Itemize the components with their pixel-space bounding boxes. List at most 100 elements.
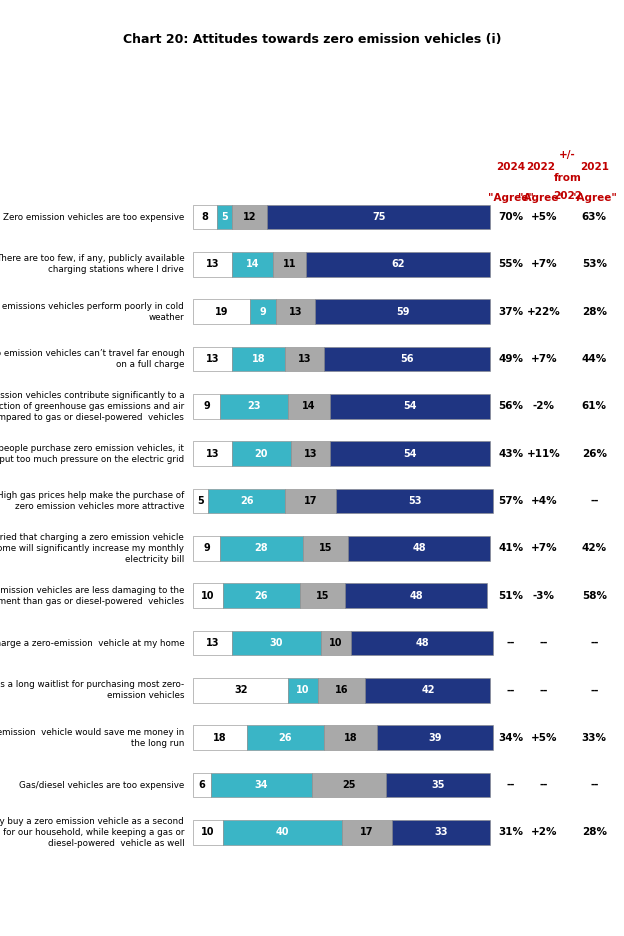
Text: 15: 15 — [316, 591, 329, 601]
Text: 25: 25 — [343, 780, 356, 790]
Bar — [193, 442, 232, 466]
Text: A zero-emission  vehicle would save me money in
the long run: A zero-emission vehicle would save me mo… — [0, 727, 184, 748]
Text: There is a long waitlist for purchasing most zero-
emission vehicles: There is a long waitlist for purchasing … — [0, 680, 184, 700]
Text: 28%: 28% — [582, 827, 607, 838]
Text: Zero emission vehicles are less damaging to the
environment than gas or diesel-p: Zero emission vehicles are less damaging… — [0, 586, 184, 606]
Text: 11: 11 — [283, 259, 296, 270]
Text: 49%: 49% — [499, 354, 524, 364]
Bar — [193, 489, 208, 513]
Text: +/-: +/- — [559, 150, 576, 160]
Text: --: -- — [590, 780, 598, 790]
Text: 54: 54 — [403, 448, 417, 459]
Text: 9: 9 — [203, 544, 210, 553]
Text: 18: 18 — [251, 354, 265, 364]
Text: 6: 6 — [198, 780, 205, 790]
Text: 20: 20 — [255, 448, 268, 459]
Text: 13: 13 — [304, 448, 317, 459]
Text: 2024: 2024 — [497, 162, 525, 172]
Text: 34: 34 — [255, 780, 268, 790]
Text: 31%: 31% — [499, 827, 524, 838]
Bar — [348, 536, 490, 561]
Text: 42: 42 — [421, 685, 435, 695]
Text: Zero emissions vehicles perform poorly in cold
weather: Zero emissions vehicles perform poorly i… — [0, 301, 184, 322]
Text: 30: 30 — [270, 638, 283, 648]
Bar — [285, 489, 336, 513]
Bar — [330, 442, 490, 466]
Text: -2%: -2% — [533, 402, 555, 411]
Text: I can charge a zero-emission  vehicle at my home: I can charge a zero-emission vehicle at … — [0, 638, 184, 648]
Bar — [193, 536, 220, 561]
Text: Gas/diesel vehicles are too expensive: Gas/diesel vehicles are too expensive — [19, 781, 184, 790]
Bar — [246, 725, 324, 750]
Text: 26: 26 — [240, 496, 253, 506]
Text: --: -- — [590, 496, 598, 506]
Text: 63%: 63% — [582, 212, 607, 222]
Text: 59: 59 — [396, 307, 409, 316]
Bar — [193, 346, 232, 372]
Text: 28%: 28% — [582, 307, 607, 316]
Text: 33%: 33% — [582, 733, 607, 743]
Text: 54: 54 — [403, 402, 417, 411]
Text: from: from — [553, 173, 582, 183]
Text: 55%: 55% — [499, 259, 524, 270]
Text: 13: 13 — [289, 307, 303, 316]
Bar — [378, 725, 493, 750]
Text: 9: 9 — [203, 402, 210, 411]
Text: 2021: 2021 — [580, 162, 609, 172]
Text: 34%: 34% — [499, 733, 524, 743]
Text: There are too few, if any, publicly available
charging stations where I drive: There are too few, if any, publicly avai… — [0, 255, 184, 274]
Text: 13: 13 — [206, 448, 219, 459]
Text: 35: 35 — [432, 780, 445, 790]
Text: 17: 17 — [360, 827, 374, 838]
Bar — [366, 678, 490, 703]
Bar — [288, 678, 318, 703]
Bar — [250, 300, 276, 324]
Text: 14: 14 — [302, 402, 316, 411]
Text: +5%: +5% — [530, 733, 557, 743]
Bar — [193, 300, 250, 324]
Text: +7%: +7% — [530, 259, 557, 270]
Bar — [193, 773, 211, 797]
Text: "Agree": "Agree" — [488, 194, 534, 203]
Text: +5%: +5% — [530, 212, 557, 222]
Bar — [193, 725, 246, 750]
Text: +7%: +7% — [530, 354, 557, 364]
Text: 10: 10 — [296, 685, 310, 695]
Text: Zero emission vehicles can’t travel far enough
on a full charge: Zero emission vehicles can’t travel far … — [0, 349, 184, 369]
Bar — [217, 205, 232, 229]
Text: --: -- — [540, 685, 548, 695]
Text: 9: 9 — [260, 307, 266, 316]
Bar — [324, 346, 490, 372]
Bar — [232, 442, 291, 466]
Text: 33: 33 — [434, 827, 448, 838]
Text: 14: 14 — [246, 259, 260, 270]
Bar — [386, 773, 490, 797]
Bar — [300, 583, 344, 608]
Text: 48: 48 — [409, 591, 423, 601]
Text: --: -- — [590, 638, 598, 648]
Text: 53: 53 — [407, 496, 421, 506]
Text: 57%: 57% — [499, 496, 524, 506]
Text: 2022: 2022 — [526, 162, 555, 172]
Text: 56: 56 — [401, 354, 414, 364]
Text: 37%: 37% — [499, 307, 524, 316]
Text: +11%: +11% — [527, 448, 560, 459]
Text: 42%: 42% — [582, 544, 607, 553]
Bar — [223, 820, 342, 844]
Text: +4%: +4% — [530, 496, 557, 506]
Text: 10: 10 — [329, 638, 343, 648]
Bar — [318, 678, 366, 703]
Text: 17: 17 — [304, 496, 317, 506]
Text: 12: 12 — [243, 212, 256, 222]
Text: 10: 10 — [202, 591, 215, 601]
Bar — [232, 205, 268, 229]
Bar — [193, 394, 220, 418]
Text: --: -- — [540, 638, 548, 648]
Text: 58%: 58% — [582, 591, 607, 601]
Text: 75: 75 — [372, 212, 386, 222]
Bar — [315, 300, 490, 324]
Text: 19: 19 — [215, 307, 228, 316]
Bar — [288, 394, 330, 418]
Bar — [193, 631, 232, 655]
Bar — [342, 820, 392, 844]
